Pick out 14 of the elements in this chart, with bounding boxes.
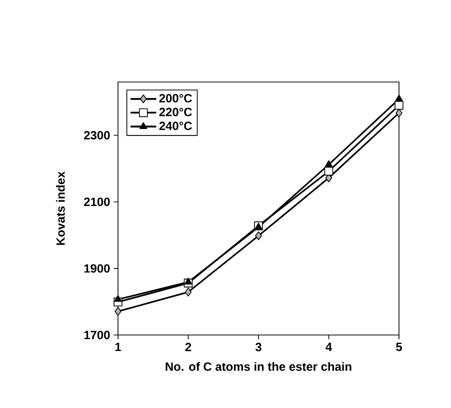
legend-label: 220°C xyxy=(159,108,192,116)
y-tick-label: 2300 xyxy=(84,131,110,140)
legend-label: 200°C xyxy=(159,94,192,102)
y-axis-title: Kovats index xyxy=(56,171,65,245)
x-tick-label: 3 xyxy=(255,342,262,352)
x-tick-label: 2 xyxy=(185,342,192,352)
x-tick-label: 1 xyxy=(115,342,121,351)
x-tick-label: 4 xyxy=(326,342,332,351)
y-tick-label: 1700 xyxy=(84,330,110,340)
y-tick-label: 2100 xyxy=(84,198,110,206)
y-tick-label: 1900 xyxy=(84,264,110,273)
legend-label: 240°C xyxy=(159,122,192,130)
x-tick-label: 5 xyxy=(396,342,402,352)
x-axis-title: No. of C atoms in the ester chain xyxy=(166,362,352,371)
